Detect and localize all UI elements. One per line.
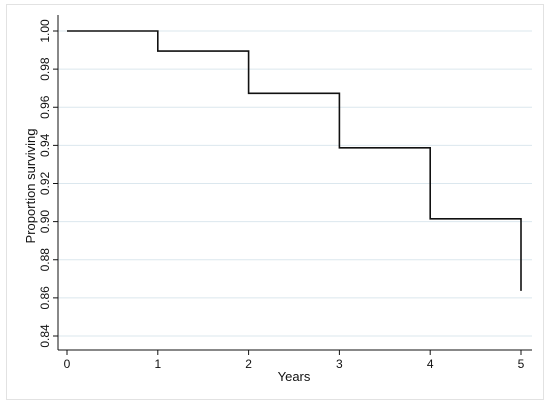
series bbox=[67, 30, 522, 291]
y-tick-label-3: 0.90 bbox=[38, 210, 52, 234]
chart-frame bbox=[6, 4, 544, 400]
y-tick-label-8: 1.00 bbox=[38, 19, 52, 43]
x-tick-label-2: 2 bbox=[245, 357, 252, 371]
survival-step-line bbox=[67, 30, 522, 291]
grid-lines bbox=[58, 30, 532, 337]
ticks: 0.84 0.86 0.88 0.90 0.92 0.94 0.96 0.98 1.00 0 1 2 3… bbox=[38, 19, 525, 371]
x-axis-label: Years bbox=[278, 369, 311, 384]
y-tick-label-1: 0.86 bbox=[38, 286, 52, 310]
x-tick-label-4: 4 bbox=[427, 357, 434, 371]
y-tick-label-4: 0.92 bbox=[38, 171, 52, 195]
y-tick-label-7: 0.98 bbox=[38, 57, 52, 81]
y-axis-label: Proportion surviving bbox=[23, 129, 38, 244]
axes bbox=[57, 15, 532, 351]
y-tick-label-6: 0.96 bbox=[38, 95, 52, 119]
x-tick-label-5: 5 bbox=[518, 357, 525, 371]
x-tick-label-1: 1 bbox=[154, 357, 161, 371]
y-tick-label-2: 0.88 bbox=[38, 248, 52, 272]
x-tick-label-0: 0 bbox=[64, 357, 71, 371]
y-tick-label-5: 0.94 bbox=[38, 133, 52, 157]
x-tick-label-3: 3 bbox=[336, 357, 343, 371]
y-tick-label-0: 0.84 bbox=[38, 324, 52, 348]
